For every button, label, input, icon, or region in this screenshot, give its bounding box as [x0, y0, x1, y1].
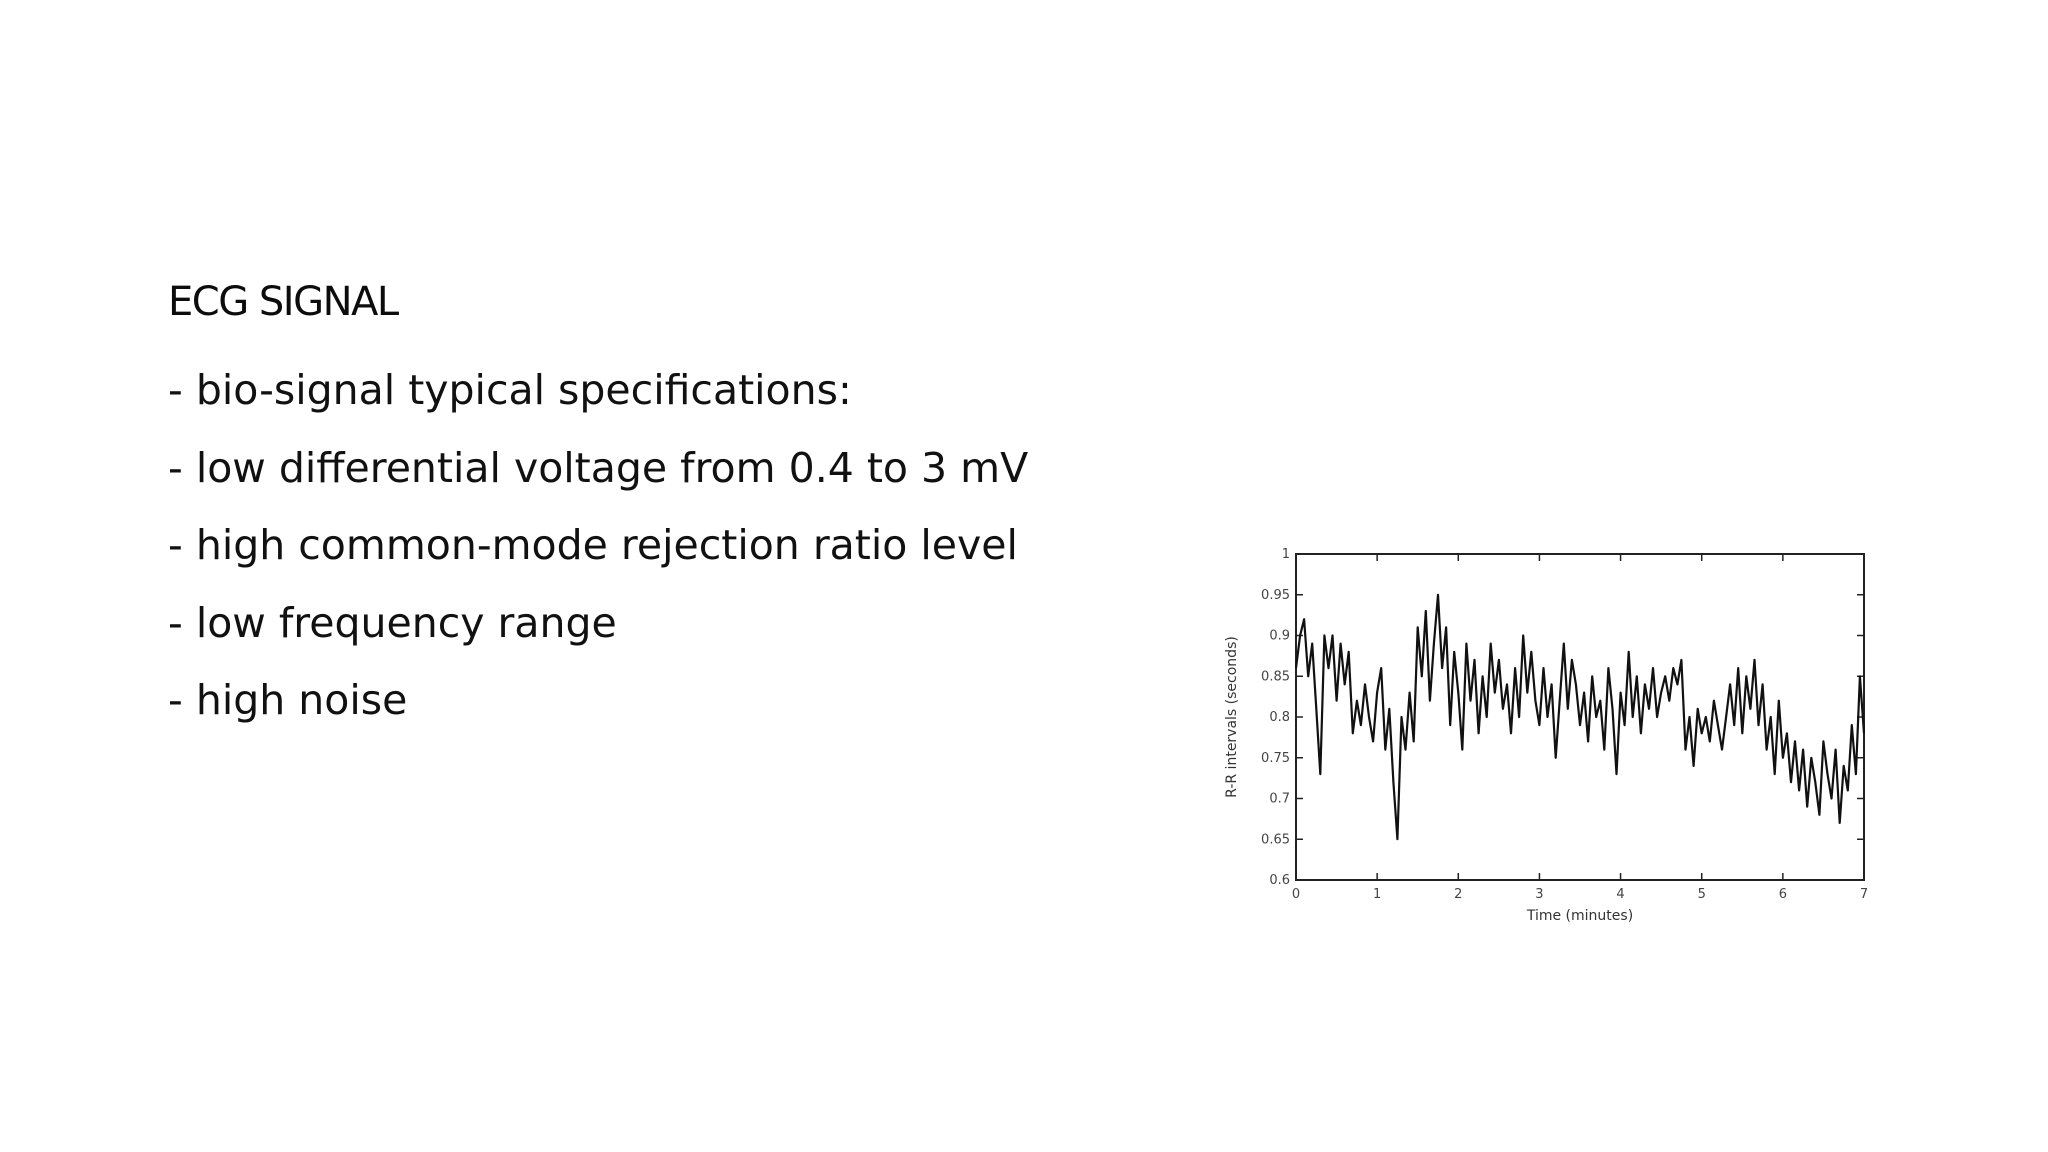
x-tick-label: 3 [1535, 887, 1543, 902]
x-tick-label: 6 [1779, 887, 1787, 902]
x-tick-label: 2 [1454, 887, 1462, 902]
bullet-item: - low differential voltage from 0.4 to 3… [168, 443, 1029, 492]
y-tick-label: 0.7 [1269, 792, 1290, 807]
bullet-item: - low frequency range [168, 598, 617, 647]
bullet-list: - bio-signal typical specifications: - l… [168, 352, 1028, 740]
y-tick-label: 1 [1282, 547, 1290, 562]
y-axis-label: R-R intervals (seconds) [1224, 636, 1240, 798]
y-tick-label: 0.75 [1261, 751, 1290, 766]
y-tick-label: 0.8 [1269, 710, 1290, 725]
x-tick-label: 1 [1373, 887, 1381, 902]
x-tick-label: 5 [1698, 887, 1706, 902]
chart-canvas: 0.6 0.65 0.7 0.75 0.8 0.85 0.9 0.95 1 0 1 2 3 4 5 6 7 Tim… [1224, 547, 1868, 924]
bullet-item: - bio-signal typical specifications: [168, 366, 852, 414]
y-tick-label: 0.65 [1261, 832, 1290, 847]
x-tick-label: 0 [1292, 887, 1300, 902]
x-tick-label: 7 [1860, 887, 1868, 902]
bullet-item: - high noise [168, 676, 408, 724]
x-axis-label: Time (minutes) [1526, 908, 1633, 924]
y-tick-label: 0.85 [1261, 669, 1290, 684]
y-tick-label: 0.95 [1261, 588, 1290, 603]
rr-interval-chart: 0.6 0.65 0.7 0.75 0.8 0.85 0.9 0.95 1 0 1 2 3 4 5 6 7 Tim… [1212, 536, 1892, 936]
y-tick-label: 0.9 [1269, 629, 1290, 644]
y-tick-label: 0.6 [1269, 873, 1290, 888]
rr-series-line [1294, 593, 1866, 841]
bullet-item: - high common-mode rejection ratio level [168, 521, 1018, 569]
slide-title: ECG SIGNAL [168, 279, 399, 325]
x-tick-label: 4 [1616, 887, 1624, 902]
